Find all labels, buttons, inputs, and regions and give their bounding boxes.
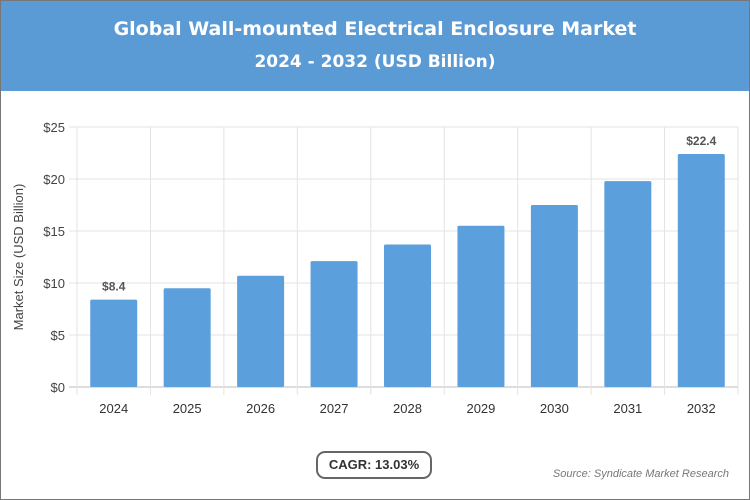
y-tick-label: $0 (51, 380, 65, 395)
y-tick-label: $20 (43, 172, 65, 187)
chart-title: Global Wall-mounted Electrical Enclosure… (113, 18, 637, 40)
bar-chart: $0 $5 $10 $15 $20 $25 2024 $8.4 2025 2026 2027 2028… (11, 120, 739, 416)
y-tick-label: $5 (51, 328, 65, 343)
x-tick-label: 2027 (320, 401, 349, 416)
x-tick-label: 2026 (246, 401, 275, 416)
x-tick-label: 2032 (687, 401, 716, 416)
bars (90, 154, 725, 387)
bar-2026 (237, 275, 285, 387)
bar-2024 (90, 299, 138, 387)
chart-subtitle: 2024 - 2032 (USD Billion) (254, 52, 496, 72)
y-tick-label: $25 (43, 120, 65, 135)
bar-2030 (530, 205, 578, 387)
bar-2031 (604, 181, 652, 387)
bar-2029 (457, 225, 505, 387)
cagr-badge: CAGR: 13.03% (316, 451, 432, 479)
labels: $0 $5 $10 $15 $20 $25 2024 $8.4 2025 2026 2027 2028… (43, 120, 716, 416)
bar-2025 (163, 288, 211, 387)
bar-2027 (310, 261, 358, 387)
x-tick-label: 2028 (393, 401, 422, 416)
x-tick-label: 2029 (466, 401, 495, 416)
data-label: $22.4 (686, 134, 716, 148)
chart-header: Global Wall-mounted Electrical Enclosure… (1, 1, 749, 91)
x-tick-label: 2024 (99, 401, 128, 416)
bar-2028 (384, 244, 431, 387)
data-label: $8.4 (102, 280, 126, 294)
x-tick-label: 2025 (173, 401, 202, 416)
source-note: Source: Syndicate Market Research (552, 468, 729, 480)
x-tick-label: 2031 (613, 401, 642, 416)
y-tick-label: $10 (43, 276, 65, 291)
y-tick-label: $15 (43, 224, 65, 239)
bar-2032 (677, 154, 725, 387)
x-tick-label: 2030 (540, 401, 569, 416)
y-axis-label: Market Size (USD Billion) (11, 184, 26, 331)
